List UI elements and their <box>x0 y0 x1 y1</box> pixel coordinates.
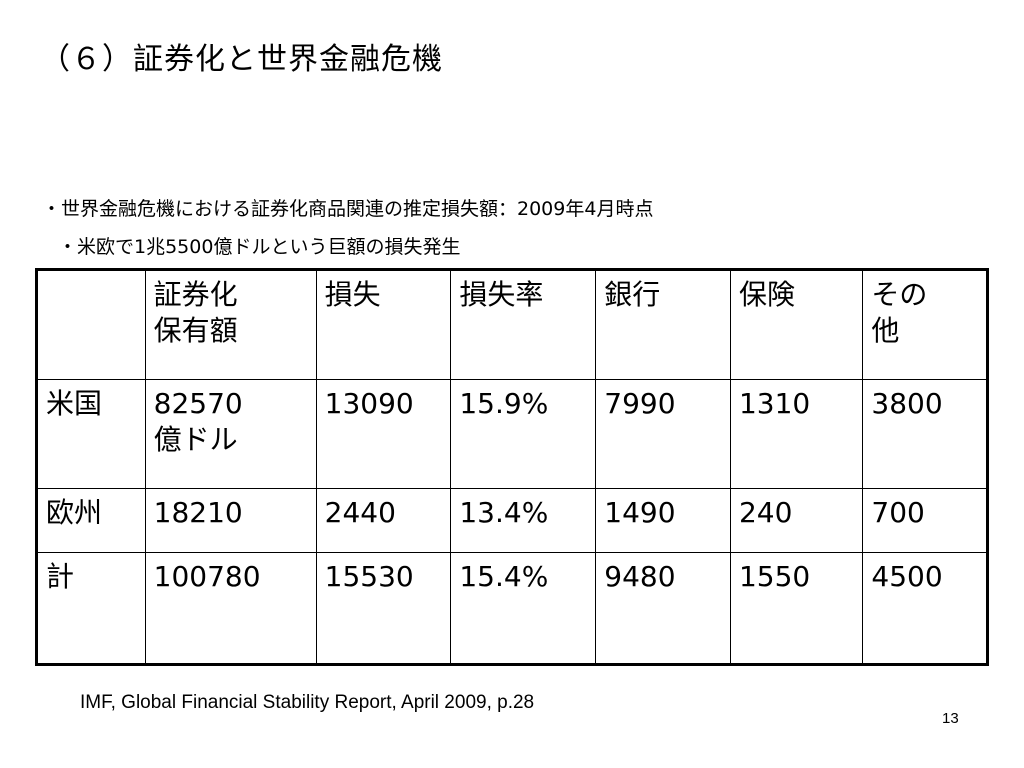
row-label-cell: 欧州 <box>36 487 146 553</box>
table-row-us: 米国 82570 億ドル 13090 15.9% 7990 1310 3800 <box>36 379 988 489</box>
loss-rate-cell: 15.4% <box>450 551 597 666</box>
losses-cell: 15530 <box>315 551 452 666</box>
bullet-us-europe-losses: ・米欧で1兆5500億ドルという巨額の損失発生 <box>58 236 461 258</box>
header-cell-banks: 銀行 <box>595 268 731 381</box>
losses-table: 証券化 保有額 損失 損失率 銀行 保険 その他 米国 82570 億ドル 1309… <box>35 268 989 666</box>
loss-rate-cell: 15.9% <box>450 379 597 489</box>
table-header-row: 証券化 保有額 損失 損失率 銀行 保険 その他 <box>36 268 988 381</box>
table-row-total: 計 100780 15530 15.4% 9480 1550 4500 <box>36 551 988 666</box>
losses-cell: 13090 <box>315 379 452 489</box>
row-label-cell: 米国 <box>36 379 146 489</box>
holdings-cell: 18210 <box>144 487 317 553</box>
other-cell: 3800 <box>862 379 988 489</box>
page-number: 13 <box>942 710 959 727</box>
loss-rate-cell: 13.4% <box>450 487 597 553</box>
banks-cell: 7990 <box>595 379 731 489</box>
holdings-cell: 100780 <box>144 551 317 666</box>
slide-title: （６）証券化と世界金融危機 <box>40 42 443 77</box>
header-cell-empty <box>36 268 146 381</box>
header-cell-other: その他 <box>862 268 988 381</box>
bullet-estimated-losses: ・世界金融危機における証券化商品関連の推定損失額：2009年4月時点 <box>42 198 654 220</box>
banks-cell: 9480 <box>595 551 731 666</box>
banks-cell: 1490 <box>595 487 731 553</box>
header-cell-insurance: 保険 <box>729 268 864 381</box>
header-cell-loss-rate: 損失率 <box>450 268 597 381</box>
other-cell: 700 <box>862 487 988 553</box>
row-label-cell: 計 <box>36 551 146 666</box>
table-row-europe: 欧州 18210 2440 13.4% 1490 240 700 <box>36 487 988 553</box>
insurance-cell: 240 <box>729 487 864 553</box>
insurance-cell: 1310 <box>729 379 864 489</box>
insurance-cell: 1550 <box>729 551 864 666</box>
holdings-cell: 82570 億ドル <box>144 379 317 489</box>
source-citation: IMF, Global Financial Stability Report, … <box>80 692 535 713</box>
losses-cell: 2440 <box>315 487 452 553</box>
header-cell-securitized-holdings: 証券化 保有額 <box>144 268 317 381</box>
other-cell: 4500 <box>862 551 988 666</box>
header-cell-losses: 損失 <box>315 268 452 381</box>
